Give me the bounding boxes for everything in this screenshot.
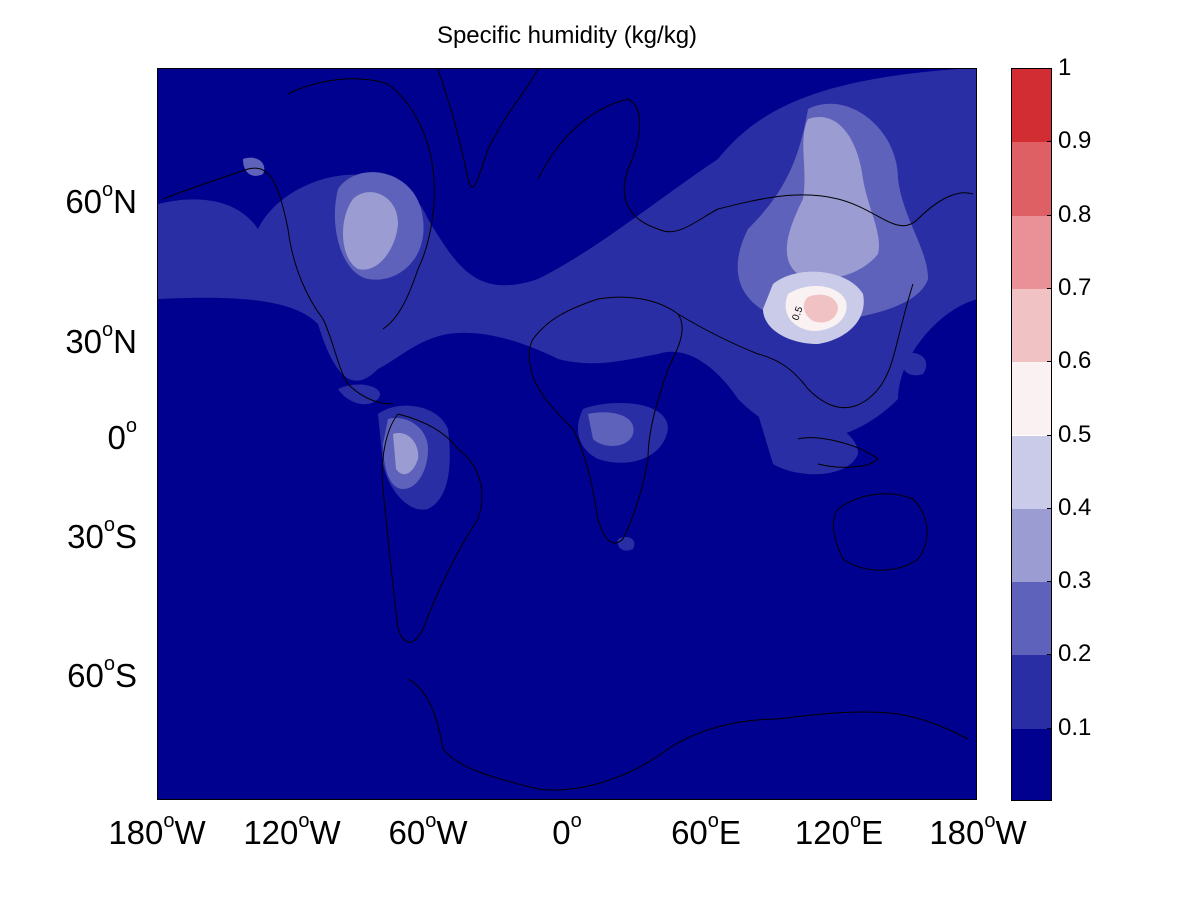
colorbar-tick-label: 0.7 (1058, 273, 1092, 301)
humidity-map: 0.5 (158, 69, 976, 791)
colorbar-tick-label: 0.3 (1058, 567, 1092, 595)
colorbar-tick-mark (1047, 434, 1052, 436)
contour-label: 0.5 (790, 305, 805, 322)
colorbar-tick-mark (1047, 654, 1052, 656)
colorbar-tick-mark (1047, 141, 1052, 143)
y-tick-label: 60oN (65, 179, 137, 220)
colorbar-segment (1012, 582, 1051, 656)
colorbar-tick-mark (1047, 68, 1052, 69)
y-tick-label: 30oN (65, 319, 137, 360)
x-tick-label: 120oW (243, 810, 341, 851)
colorbar-tick-label: 1 (1058, 54, 1072, 81)
colorbar (1011, 68, 1052, 801)
coastlines (162, 69, 974, 791)
colorbar-tick-mark (1047, 287, 1052, 289)
colorbar-tick-mark (1047, 581, 1052, 583)
x-tick-label: 120oE (794, 810, 884, 851)
colorbar-tick-mark (1047, 727, 1052, 729)
colorbar-segment (1012, 142, 1051, 216)
colorbar-segment (1012, 728, 1051, 800)
colorbar-segment (1012, 362, 1051, 436)
colorbar-segment (1012, 69, 1051, 143)
colorbar-tick-label: 0.2 (1058, 640, 1092, 668)
y-tick-label: 30oS (67, 514, 137, 555)
map-title: Specific humidity (kg/kg) (436, 22, 698, 49)
colorbar-segment (1012, 215, 1051, 289)
colorbar-segment (1012, 288, 1051, 363)
x-tick-label: 0o (552, 810, 582, 851)
colorbar-segment (1012, 655, 1051, 729)
colorbar-tick-mark (1047, 361, 1052, 363)
colorbar-tick-label: 0.6 (1058, 347, 1092, 375)
colorbar-tick-label: 0.9 (1058, 127, 1092, 155)
colorbar-tick-label: 0.1 (1058, 713, 1092, 741)
humidity-level-0.6 (803, 294, 838, 323)
colorbar-segment (1012, 508, 1051, 583)
map-plot-area: 0.5 (157, 68, 977, 800)
x-tick-label: 60oE (671, 810, 741, 851)
colorbar-segment (1012, 435, 1051, 509)
colorbar-tick-mark (1047, 507, 1052, 509)
colorbar-tick-label: 0.5 (1058, 420, 1092, 448)
colorbar-tick-mark (1047, 214, 1052, 216)
colorbar-tick-label: 0.8 (1058, 200, 1092, 228)
x-tick-label: 180oW (108, 810, 206, 851)
x-tick-label: 180oW (929, 810, 1027, 851)
colorbar-tick-label: 0.4 (1058, 493, 1092, 521)
y-tick-label: 0o (107, 415, 137, 456)
x-tick-label: 60oW (388, 810, 468, 851)
y-tick-label: 60oS (67, 653, 137, 694)
